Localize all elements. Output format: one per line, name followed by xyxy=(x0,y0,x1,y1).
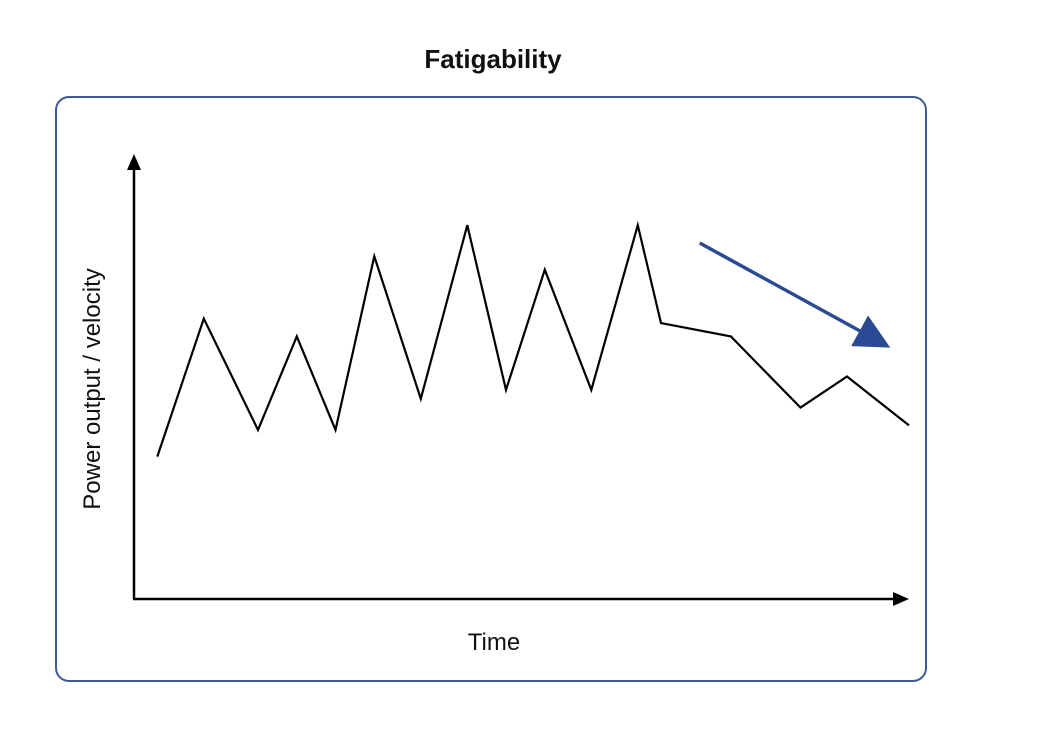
y-axis-label: Power output / velocity xyxy=(79,268,106,509)
x-axis-arrowhead xyxy=(893,592,909,606)
series-line xyxy=(156,220,910,457)
x-axis-label: Time xyxy=(468,629,520,656)
chart-frame xyxy=(55,96,927,682)
chart-title: Fatigability xyxy=(424,44,562,74)
y-axis-arrowhead xyxy=(127,154,141,170)
trend-arrow xyxy=(698,241,891,348)
